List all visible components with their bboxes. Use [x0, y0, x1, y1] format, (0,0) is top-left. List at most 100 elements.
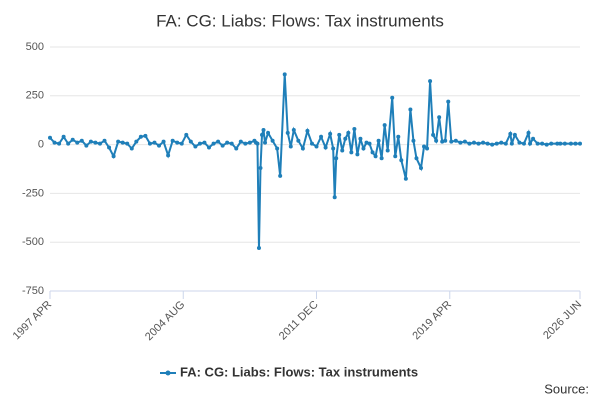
data-point [143, 133, 148, 138]
data-point [385, 148, 390, 153]
data-point [138, 134, 143, 139]
data-point [260, 132, 264, 137]
data-point [517, 140, 522, 145]
data-point [48, 135, 52, 140]
data-point [261, 127, 266, 132]
data-point [216, 139, 221, 144]
data-point [449, 139, 454, 144]
data-point [120, 140, 125, 145]
data-point [485, 141, 490, 146]
data-point [568, 141, 573, 146]
data-point [263, 140, 268, 145]
data-point [296, 138, 301, 143]
data-point [234, 146, 239, 151]
data-point [66, 141, 71, 146]
data-point [75, 140, 80, 145]
data-point [305, 128, 310, 133]
x-tick-label: 2019 APR [410, 299, 454, 343]
data-point [88, 139, 93, 144]
data-point [70, 137, 75, 142]
data-point [390, 95, 395, 100]
data-point [57, 141, 62, 146]
x-tick-label: 2011 DEC [277, 299, 321, 343]
data-point [428, 79, 433, 84]
y-tick-label: -500 [22, 236, 44, 248]
data-point [300, 146, 305, 151]
data-point [193, 144, 198, 149]
data-point [434, 138, 439, 143]
data-point [238, 139, 243, 144]
data-point [508, 131, 513, 136]
data-point [275, 146, 280, 151]
data-point [319, 134, 324, 139]
data-point [349, 150, 354, 155]
data-point [79, 138, 84, 143]
data-point [476, 141, 481, 146]
data-point [573, 141, 578, 146]
data-point [179, 141, 184, 146]
data-point [152, 140, 157, 145]
data-point [229, 141, 234, 146]
data-point [555, 141, 560, 146]
data-point [278, 173, 283, 178]
data-point [512, 132, 517, 137]
data-point [84, 143, 89, 148]
source: Source: [544, 381, 589, 396]
data-point [147, 141, 152, 146]
y-tick-label: 500 [26, 41, 44, 53]
data-point [481, 140, 486, 145]
data-point [509, 141, 514, 146]
x-tick-label: 2026 JUN [541, 299, 584, 342]
data-point [437, 115, 442, 120]
data-point [393, 154, 398, 159]
data-point [197, 141, 202, 146]
data-point [352, 126, 357, 131]
data-point [184, 132, 189, 137]
data-point [52, 140, 57, 145]
data-point [490, 142, 495, 147]
data-point [258, 166, 263, 171]
y-tick-label: -750 [22, 285, 44, 297]
data-point [247, 140, 252, 145]
data-point [408, 107, 413, 112]
data-point [458, 140, 463, 145]
data-point [562, 141, 567, 146]
data-point [472, 140, 476, 145]
data-point [499, 140, 504, 145]
data-point [270, 138, 275, 143]
data-point [93, 140, 98, 145]
data-point [61, 134, 66, 139]
data-point [361, 146, 366, 151]
data-point [446, 99, 451, 104]
data-point [166, 153, 171, 158]
data-point [332, 195, 337, 200]
data-point [355, 152, 360, 157]
data-point [340, 148, 345, 153]
chart-title: FA: CG: Liabs: Flows: Tax instruments [156, 11, 444, 30]
data-point [526, 130, 531, 135]
data-point [314, 144, 319, 149]
data-point [291, 127, 296, 132]
data-point [540, 141, 545, 146]
data-point [337, 132, 342, 137]
legend-marker [165, 370, 171, 376]
data-point [175, 140, 180, 145]
data-point [521, 141, 526, 146]
data-point [358, 136, 363, 141]
legend-label: FA: CG: Liabs: Flows: Tax instruments [180, 364, 418, 379]
data-point [578, 141, 582, 146]
data-point [170, 138, 175, 143]
data-point [494, 141, 499, 146]
data-point [399, 158, 404, 163]
data-point [285, 130, 290, 135]
series-line [49, 74, 580, 249]
data-point [414, 156, 419, 161]
data-point [97, 141, 102, 146]
data-point [266, 130, 271, 135]
data-point [462, 139, 467, 144]
data-point [328, 131, 333, 136]
data-point [558, 141, 563, 146]
data-point [403, 176, 408, 181]
